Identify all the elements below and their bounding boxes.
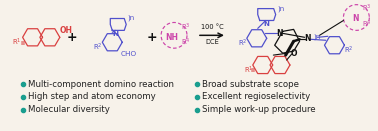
- Text: )n: )n: [313, 33, 321, 40]
- Text: High step and atom economy: High step and atom economy: [28, 92, 155, 102]
- Text: O: O: [290, 49, 297, 58]
- Text: R$^3$: R$^3$: [181, 22, 191, 33]
- Text: )n: )n: [127, 14, 135, 21]
- Text: R$^4$: R$^4$: [363, 19, 372, 30]
- Text: N: N: [304, 34, 311, 43]
- Text: R$^2$: R$^2$: [93, 42, 103, 53]
- Text: Broad substrate scope: Broad substrate scope: [202, 80, 299, 89]
- Text: Excellent regioselectivity: Excellent regioselectivity: [202, 92, 310, 102]
- Text: R$^2$: R$^2$: [237, 38, 247, 49]
- Text: CHO: CHO: [121, 51, 137, 57]
- Text: Multi-component domino reaction: Multi-component domino reaction: [28, 80, 174, 89]
- Text: N: N: [264, 21, 270, 27]
- Text: N: N: [352, 14, 359, 23]
- Text: N: N: [276, 29, 283, 38]
- Text: 100 °C: 100 °C: [201, 24, 223, 30]
- Text: OH: OH: [59, 26, 73, 35]
- Text: Molecular diversity: Molecular diversity: [28, 105, 110, 114]
- Text: R$^2$: R$^2$: [344, 45, 354, 56]
- Text: R$^3$: R$^3$: [363, 3, 372, 14]
- Text: DCE: DCE: [205, 39, 219, 45]
- Text: +: +: [67, 31, 78, 44]
- Text: +: +: [147, 31, 158, 44]
- Text: R$^4$: R$^4$: [181, 37, 191, 48]
- Text: N: N: [112, 31, 118, 37]
- Text: Simple work-up procedure: Simple work-up procedure: [202, 105, 316, 114]
- Text: )n: )n: [278, 5, 285, 12]
- Text: R$^1$: R$^1$: [12, 37, 22, 48]
- Text: NH: NH: [166, 33, 178, 42]
- Text: R$^1$: R$^1$: [243, 64, 253, 76]
